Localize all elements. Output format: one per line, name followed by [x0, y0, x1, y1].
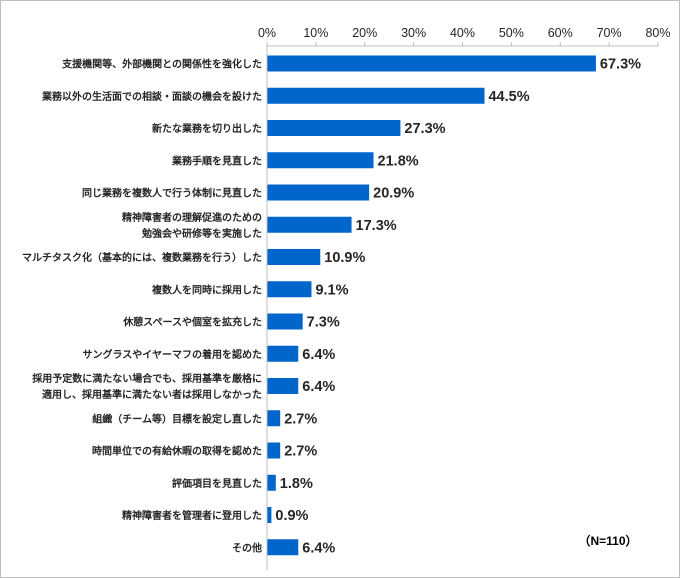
bar [267, 281, 312, 298]
bar [267, 313, 303, 330]
category-label: その他 [232, 541, 262, 554]
category-label: 勉強会や研修等を実施した [141, 227, 262, 240]
bar [267, 55, 596, 72]
category-label: 支援機関等、外部機関との関係性を強化した [61, 58, 262, 71]
value-label: 9.1% [315, 282, 348, 298]
value-label: 27.3% [404, 121, 445, 137]
value-label: 1.8% [280, 476, 313, 492]
bar [267, 152, 374, 169]
x-tick-label: 70% [597, 26, 622, 40]
x-tick-label: 80% [645, 26, 670, 40]
bar [267, 184, 370, 201]
category-label: 評価項目を見直した [172, 477, 262, 490]
value-label: 44.5% [488, 89, 529, 105]
bar [267, 216, 352, 233]
value-label: 0.9% [275, 508, 308, 524]
value-label: 2.7% [284, 444, 317, 460]
category-label: 休憩スペースや個室を拡充した [122, 316, 262, 329]
x-tick-label: 0% [258, 26, 276, 40]
bar [267, 539, 299, 556]
bar [267, 345, 299, 362]
category-label: マルチタスク化（基本的には、複数業務を行う）した [22, 251, 262, 264]
category-label: 複数人を同時に採用した [151, 283, 262, 296]
category-label: 同じ業務を複数人で行う体制に見直した [82, 187, 262, 200]
value-label: 6.4% [302, 540, 335, 556]
category-label: 時間単位での有給休暇の取得を認めた [92, 445, 262, 458]
bar [267, 410, 281, 427]
bar [267, 474, 276, 491]
x-tick-label: 50% [499, 26, 524, 40]
bar [267, 249, 321, 265]
bar [267, 378, 299, 394]
category-label: サングラスやイヤーマフの着用を認めた [83, 348, 263, 361]
category-label: 新たな業務を切り出した [152, 122, 262, 135]
value-label: 21.8% [378, 153, 419, 169]
bar [267, 87, 485, 104]
category-label: 精神障害者を管理者に登用した [122, 509, 262, 522]
category-label: 業務以外の生活面での相談・面談の機会を設けた [41, 90, 262, 103]
value-label: 2.7% [284, 411, 317, 427]
x-tick-label: 40% [450, 26, 475, 40]
value-label: 67.3% [600, 57, 641, 73]
x-tick-label: 10% [303, 26, 328, 40]
bar [267, 120, 401, 136]
category-label: 精神障害者の理解促進のための [122, 211, 262, 224]
value-label: 10.9% [324, 250, 365, 266]
value-label: 17.3% [356, 218, 397, 234]
category-label: 適用し、採用基準に満たない者は採用しなかった [42, 388, 262, 401]
value-label: 20.9% [373, 186, 414, 202]
bar [267, 507, 272, 523]
category-label: 採用予定数に満たない場合でも、採用基準を厳格に [32, 372, 262, 385]
value-label: 6.4% [302, 379, 335, 395]
x-tick-label: 20% [352, 26, 377, 40]
category-label: 業務手順を見直した [171, 154, 262, 167]
bar [267, 442, 281, 459]
x-tick-label: 60% [548, 26, 573, 40]
x-tick-label: 30% [401, 26, 426, 40]
category-label: 組織（チーム等）目標を設定し直した [92, 412, 262, 425]
value-label: 7.3% [307, 315, 340, 331]
value-label: 6.4% [302, 347, 335, 363]
sample-size-note: （N=110） [578, 533, 637, 548]
